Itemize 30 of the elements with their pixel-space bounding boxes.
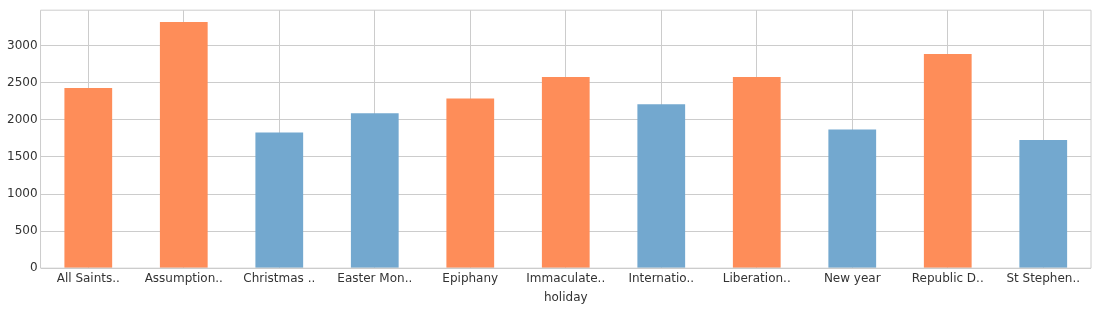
bar: [828, 129, 877, 268]
bar: [1019, 139, 1068, 268]
y-tick-label: 0: [29, 260, 38, 275]
bar: [159, 22, 208, 268]
y-tick-label: 1000: [6, 186, 38, 201]
y-tick-label: 3000: [6, 37, 38, 52]
x-axis-title: holiday: [543, 289, 588, 304]
bar: [446, 98, 495, 268]
x-tick-label: Liberation..: [722, 270, 791, 285]
bar: [255, 132, 304, 268]
x-tick-label: New year: [823, 270, 881, 285]
x-tick-label: Assumption..: [144, 270, 223, 285]
x-tick-label: Immaculate..: [526, 270, 606, 285]
bar: [732, 76, 781, 268]
x-tick-label: Christmas ..: [243, 270, 316, 285]
bar: [541, 76, 590, 268]
x-tick-label: Epiphany: [442, 270, 499, 285]
x-tick-label: Internatio..: [628, 270, 695, 285]
y-tick-label: 500: [14, 223, 38, 238]
x-tick-label: Easter Mon..: [337, 270, 413, 285]
bar: [350, 113, 399, 268]
bar: [637, 104, 686, 268]
y-tick-label: 2500: [6, 74, 38, 89]
x-tick-label: Republic D..: [911, 270, 984, 285]
bar: [64, 88, 113, 268]
x-tick-label: St Stephen..: [1006, 270, 1081, 285]
x-tick-label: All Saints..: [56, 270, 120, 285]
y-tick-label: 2000: [6, 112, 38, 127]
bar: [923, 53, 972, 268]
y-tick-label: 1500: [6, 149, 38, 164]
